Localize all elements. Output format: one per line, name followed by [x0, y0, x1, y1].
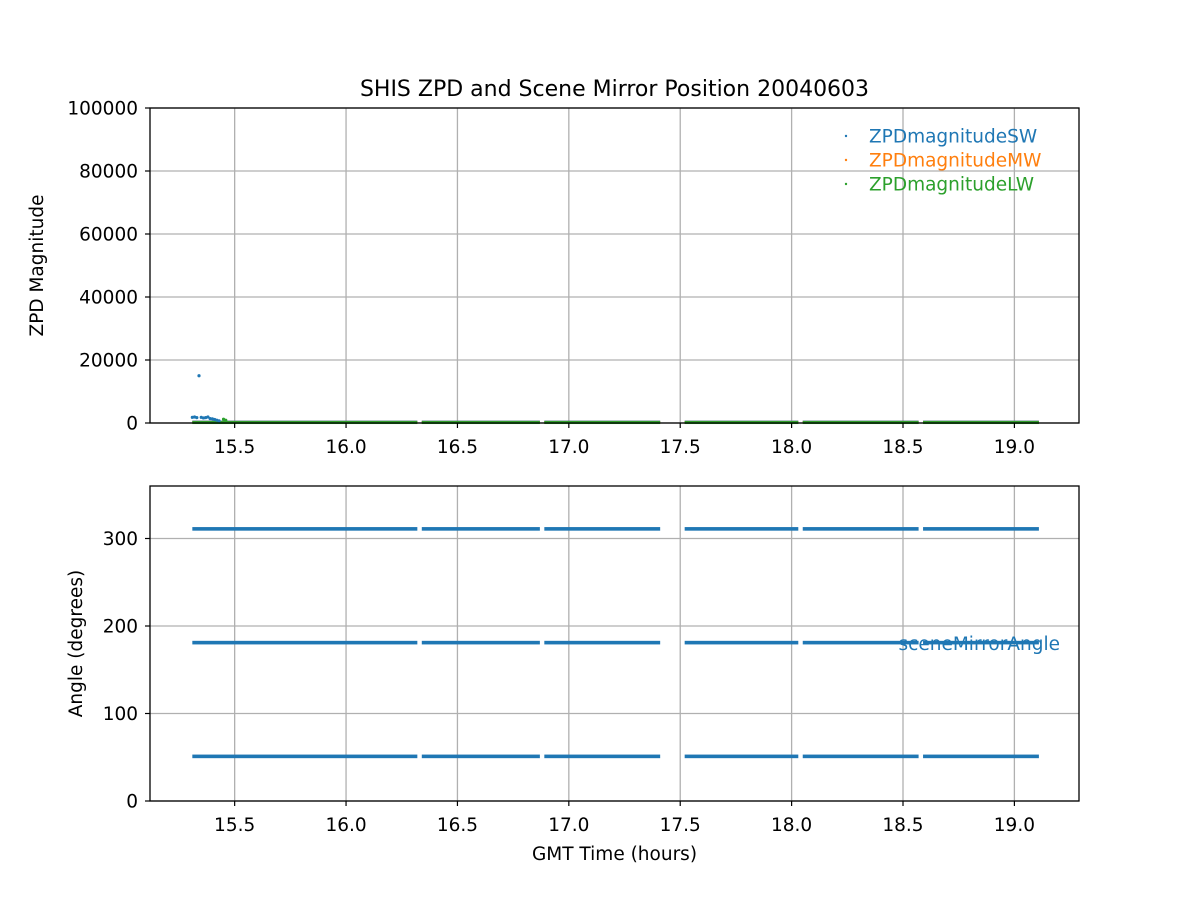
mirror-angle-band — [684, 640, 799, 645]
mirror-x-tick-label: 16.0 — [325, 815, 366, 836]
zpd-ticks: 15.5 16.0 16.5 17.0 17.5 18.0 18.5 19.0 0 20000 40… — [67, 99, 1035, 459]
legend-label: ZPDmagnitudeLW — [869, 175, 1034, 196]
zpd-x-tick-label: 16.5 — [437, 437, 478, 458]
zpd-data-point — [197, 374, 201, 378]
mirror-angle-band — [544, 640, 661, 645]
zpd-x-tick-label: 17.0 — [548, 437, 589, 458]
mirror-angle-band — [544, 754, 661, 759]
mirror-angle-band — [192, 754, 418, 759]
mirror-x-tick-label: 18.0 — [771, 815, 812, 836]
zpd-x-tick-label: 16.0 — [325, 437, 366, 458]
zpd-y-tick-label: 20000 — [79, 351, 138, 372]
legend-marker — [844, 182, 848, 186]
zpd-y-tick-label: 80000 — [79, 162, 138, 183]
mirror-y-axis-label: Angle (degrees) — [66, 570, 87, 717]
mirror-angle-band — [802, 640, 919, 645]
mirror-angle-band — [684, 527, 799, 531]
zpd-y-tick-label: 0 — [126, 414, 138, 435]
zpd-x-tick-label: 15.5 — [214, 437, 255, 458]
zpd-x-tick-label: 18.5 — [882, 437, 923, 458]
mirror-data-points — [192, 527, 1039, 759]
mirror-angle-band — [421, 527, 540, 531]
mirror-x-tick-label: 17.5 — [660, 815, 701, 836]
mirror-ticks: 15.5 16.0 16.5 17.0 17.5 18.0 18.5 19.0 0 100 200 3… — [103, 529, 1035, 836]
zpd-x-tick-label: 18.0 — [771, 437, 812, 458]
mirror-y-tick-label: 300 — [103, 529, 138, 550]
mirror-y-tick-label: 200 — [103, 617, 138, 638]
zpd-legend: ZPDmagnitudeSW ZPDmagnitudeMW ZPDmagnitude… — [844, 127, 1041, 196]
mirror-angle-band — [684, 754, 799, 759]
chart-title: SHIS ZPD and Scene Mirror Position 20040… — [360, 77, 869, 102]
mirror-angle-band — [421, 754, 540, 759]
mirror-legend: sceneMirrorAngle — [899, 634, 1060, 655]
mirror-x-tick-label: 18.5 — [882, 815, 923, 836]
zpd-magnitude-panel: 15.5 16.0 16.5 17.0 17.5 18.0 18.5 19.0 0 20000 40… — [27, 99, 1080, 459]
mirror-angle-band — [802, 527, 919, 531]
zpd-data-point — [195, 416, 199, 420]
mirror-x-tick-label: 16.5 — [437, 815, 478, 836]
legend-marker — [844, 134, 848, 138]
legend-marker — [844, 158, 848, 162]
mirror-x-tick-label: 15.5 — [214, 815, 255, 836]
mirror-angle-band — [192, 527, 418, 531]
mirror-x-tick-label: 19.0 — [994, 815, 1035, 836]
zpd-x-tick-label: 19.0 — [994, 437, 1035, 458]
mirror-angle-band — [923, 754, 1039, 759]
zpd-data-point — [206, 415, 210, 419]
mirror-angle-band — [192, 640, 418, 645]
legend-label: ZPDmagnitudeSW — [869, 127, 1037, 148]
zpd-y-tick-label: 60000 — [79, 225, 138, 246]
zpd-y-tick-label: 100000 — [67, 99, 138, 120]
scene-mirror-panel: 15.5 16.0 16.5 17.0 17.5 18.0 18.5 19.0 0 100 200 3… — [66, 485, 1080, 865]
mirror-angle-band — [544, 527, 661, 531]
zpd-data-point — [217, 419, 221, 423]
zpd-data-point — [224, 418, 228, 422]
legend-label: ZPDmagnitudeMW — [869, 151, 1041, 172]
x-axis-label: GMT Time (hours) — [532, 844, 697, 865]
zpd-data-points — [190, 374, 1039, 425]
mirror-angle-band — [923, 640, 1039, 645]
mirror-x-tick-label: 17.0 — [548, 815, 589, 836]
mirror-angle-band — [802, 754, 919, 759]
mirror-y-tick-label: 0 — [126, 792, 138, 813]
zpd-y-tick-label: 40000 — [79, 288, 138, 309]
mirror-plot-frame — [149, 485, 1080, 802]
mirror-y-tick-label: 100 — [103, 704, 138, 725]
mirror-angle-band — [923, 527, 1039, 531]
zpd-plot-frame — [149, 107, 1080, 424]
legend-label: sceneMirrorAngle — [899, 634, 1060, 655]
zpd-y-axis-label: ZPD Magnitude — [27, 195, 48, 337]
zpd-x-tick-label: 17.5 — [660, 437, 701, 458]
mirror-angle-band — [421, 640, 540, 645]
